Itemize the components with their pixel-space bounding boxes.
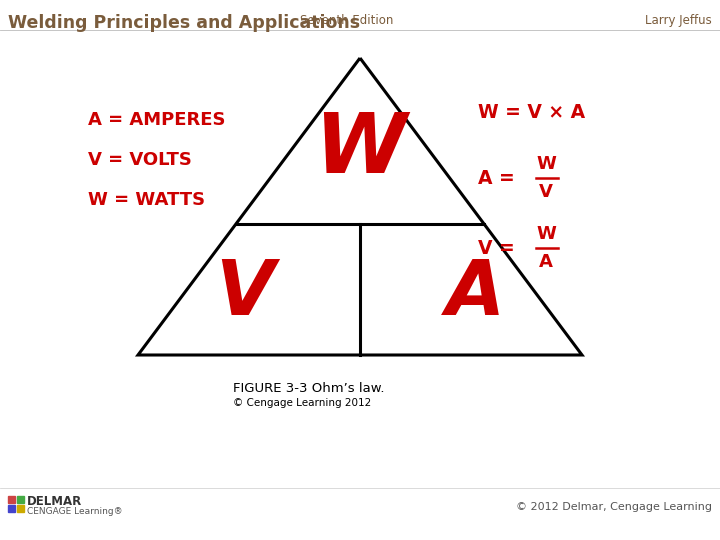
Bar <box>17 496 24 503</box>
Text: CENGAGE Learning®: CENGAGE Learning® <box>27 507 122 516</box>
Text: Seventh Edition: Seventh Edition <box>300 14 393 27</box>
Text: © 2012 Delmar, Cengage Learning: © 2012 Delmar, Cengage Learning <box>516 502 712 512</box>
Text: Welding Principles and Applications: Welding Principles and Applications <box>8 14 360 32</box>
Text: V = VOLTS: V = VOLTS <box>88 151 192 169</box>
Text: A = AMPERES: A = AMPERES <box>88 111 225 129</box>
Text: A: A <box>539 253 553 271</box>
Text: DELMAR: DELMAR <box>27 495 82 508</box>
Text: Larry Jeffus: Larry Jeffus <box>645 14 712 27</box>
Text: W: W <box>314 109 406 190</box>
Text: V: V <box>539 183 553 201</box>
Text: © Cengage Learning 2012: © Cengage Learning 2012 <box>233 398 372 408</box>
Bar <box>8 505 15 512</box>
Text: W = WATTS: W = WATTS <box>88 191 205 209</box>
Text: W: W <box>536 225 556 243</box>
Text: A: A <box>446 256 505 330</box>
Text: FIGURE 3-3 Ohm’s law.: FIGURE 3-3 Ohm’s law. <box>233 382 384 395</box>
Text: A =: A = <box>478 168 521 187</box>
Text: V =: V = <box>478 239 521 258</box>
Text: W: W <box>536 155 556 173</box>
Text: W = V × A: W = V × A <box>478 103 585 122</box>
Bar <box>17 505 24 512</box>
Bar <box>8 496 15 503</box>
Text: V: V <box>215 256 274 330</box>
